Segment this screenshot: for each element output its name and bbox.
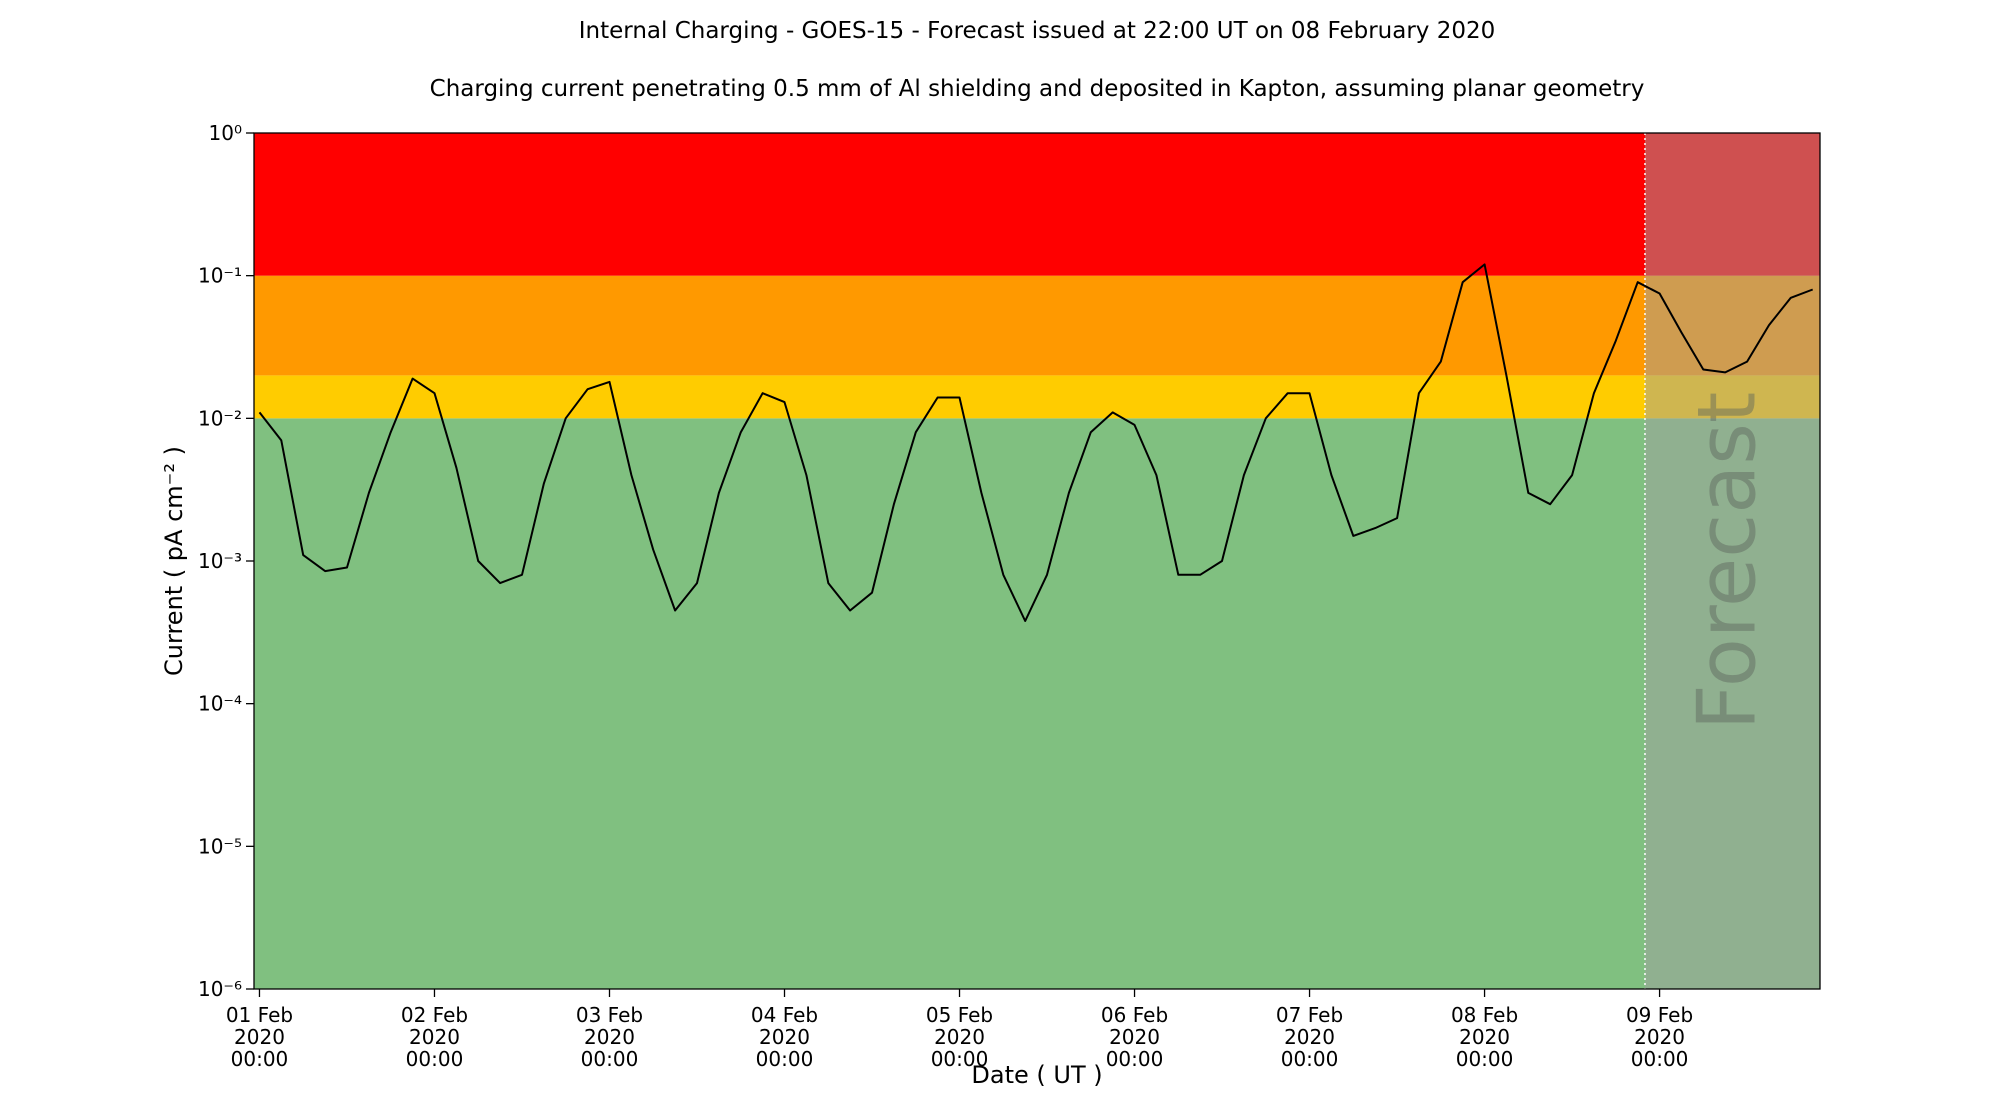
threshold-band: [254, 133, 1820, 276]
y-tick-label: 10⁻⁴: [198, 692, 242, 716]
threshold-band: [254, 375, 1820, 419]
x-tick-label: 03 Feb 2020 00:00: [576, 1003, 643, 1071]
y-tick-label: 10⁻³: [198, 549, 242, 573]
threshold-band: [254, 275, 1820, 376]
x-tick-label: 07 Feb 2020 00:00: [1276, 1003, 1343, 1071]
x-tick-label: 01 Feb 2020 00:00: [226, 1003, 293, 1071]
threshold-band: [254, 418, 1820, 989]
x-tick-label: 04 Feb 2020 00:00: [751, 1003, 818, 1071]
chart-title: Internal Charging - GOES-15 - Forecast i…: [579, 18, 1496, 44]
forecast-region: [1644, 133, 1820, 989]
y-tick-label: 10⁻¹: [198, 264, 242, 288]
x-tick-label: 05 Feb 2020 00:00: [926, 1003, 993, 1071]
y-tick-label: 10⁻⁶: [198, 977, 242, 1001]
data-line: [258, 263, 1814, 622]
x-tick-label: 09 Feb 2020 00:00: [1626, 1003, 1693, 1071]
y-axis-label: Current ( pA cm⁻² ): [160, 446, 188, 676]
x-tick-label: 08 Feb 2020 00:00: [1451, 1003, 1518, 1071]
chart-subtitle: Charging current penetrating 0.5 mm of A…: [430, 76, 1645, 102]
y-tick-label: 10⁻²: [198, 406, 242, 430]
x-axis-label: Date ( UT ): [971, 1061, 1102, 1089]
y-tick-label: 10⁰: [209, 121, 242, 145]
x-tick-label: 06 Feb 2020 00:00: [1101, 1003, 1168, 1071]
forecast-label: Forecast: [1680, 392, 1773, 731]
x-tick-label: 02 Feb 2020 00:00: [401, 1003, 468, 1071]
y-tick-label: 10⁻⁵: [198, 834, 242, 858]
